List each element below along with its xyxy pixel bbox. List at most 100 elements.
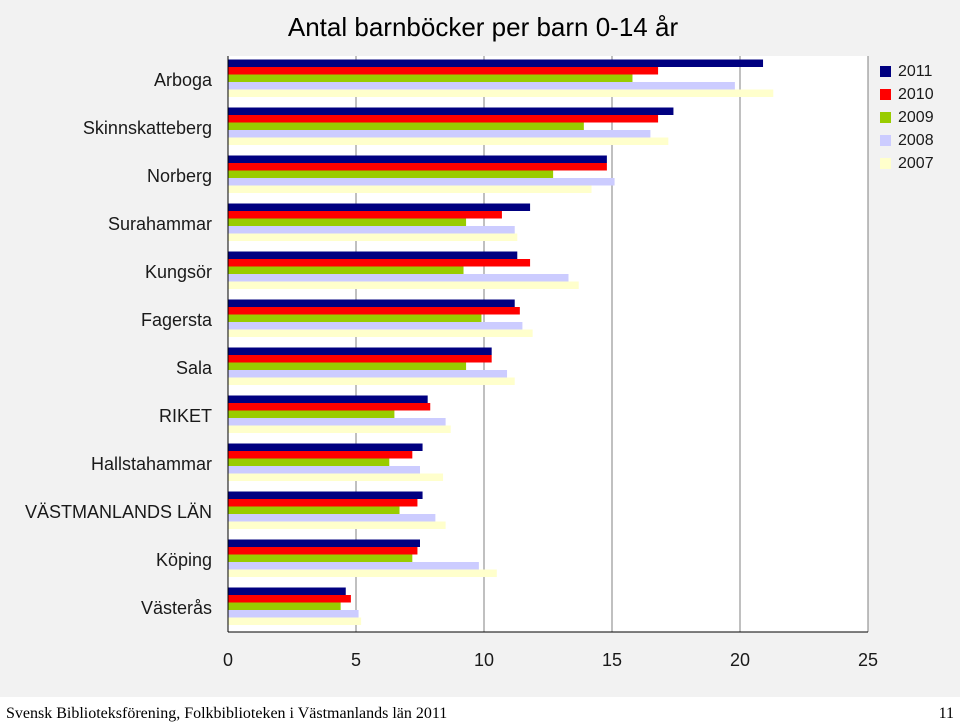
bar-2007-4: [228, 281, 579, 289]
bar-2010-6: [228, 355, 492, 363]
bar-2010-2: [228, 163, 607, 171]
bar-2007-1: [228, 137, 669, 145]
bar-2010-7: [228, 403, 431, 411]
bar-2011-1: [228, 107, 674, 115]
bar-2011-0: [228, 59, 764, 67]
chart-title: Antal barnböcker per barn 0-14 år: [287, 12, 679, 42]
bar-2007-5: [228, 329, 533, 337]
legend: 2011 2010 2009 2008 2007: [880, 60, 934, 175]
bar-2008-6: [228, 370, 508, 378]
bar-2008-9: [228, 514, 436, 522]
bar-2008-8: [228, 466, 420, 474]
bar-2008-1: [228, 130, 651, 138]
legend-item: 2011: [880, 60, 934, 83]
legend-swatch: [880, 89, 891, 100]
legend-swatch: [880, 66, 891, 77]
bar-2007-11: [228, 617, 362, 625]
bar-2007-6: [228, 377, 515, 385]
legend-item: 2009: [880, 106, 934, 129]
footer-text: Svensk Biblioteksförening, Folkbibliotek…: [6, 705, 448, 722]
bar-2009-8: [228, 458, 390, 466]
bar-2009-4: [228, 266, 464, 274]
legend-label: 2010: [898, 85, 934, 103]
bar-2010-5: [228, 307, 520, 315]
category-label: Kungsör: [145, 262, 212, 282]
bar-2007-2: [228, 185, 592, 193]
bar-2008-0: [228, 82, 735, 90]
bar-2008-11: [228, 610, 359, 618]
legend-item: 2007: [880, 152, 934, 175]
bar-2008-10: [228, 562, 479, 570]
legend-swatch: [880, 158, 891, 169]
bar-2009-3: [228, 218, 467, 226]
x-tick-label: 0: [223, 650, 233, 670]
bar-2007-0: [228, 89, 774, 97]
category-label: Västerås: [141, 598, 212, 618]
bar-2010-1: [228, 115, 659, 123]
category-label: RIKET: [159, 406, 212, 426]
category-label: VÄSTMANLANDS LÄN: [25, 502, 212, 522]
category-label: Sala: [176, 358, 213, 378]
legend-label: 2009: [898, 108, 934, 126]
bar-2011-6: [228, 347, 492, 355]
bar-2007-8: [228, 473, 444, 481]
category-label: Surahammar: [108, 214, 212, 234]
legend-label: 2008: [898, 131, 934, 149]
category-label: Fagersta: [141, 310, 213, 330]
category-label: Skinnskatteberg: [83, 118, 212, 138]
bar-2010-11: [228, 595, 351, 603]
category-label: Köping: [156, 550, 212, 570]
bar-2007-10: [228, 569, 497, 577]
bar-2010-3: [228, 211, 502, 219]
bar-2009-9: [228, 506, 400, 514]
x-tick-label: 20: [730, 650, 750, 670]
bar-2009-5: [228, 314, 482, 322]
x-tick-label: 25: [858, 650, 878, 670]
bar-2009-2: [228, 170, 554, 178]
bar-2008-2: [228, 178, 615, 186]
bar-2009-11: [228, 602, 341, 610]
bar-2011-9: [228, 491, 423, 499]
page-number: 11: [938, 705, 954, 722]
legend-item: 2008: [880, 129, 934, 152]
bar-2010-9: [228, 499, 418, 507]
footer: Svensk Biblioteksförening, Folkbibliotek…: [6, 703, 954, 725]
bar-2008-4: [228, 274, 569, 282]
category-label: Norberg: [147, 166, 212, 186]
bar-2011-5: [228, 299, 515, 307]
bar-2009-6: [228, 362, 467, 370]
bar-2009-10: [228, 554, 413, 562]
bar-2008-7: [228, 418, 446, 426]
bar-2010-4: [228, 259, 531, 267]
x-tick-label: 15: [602, 650, 622, 670]
category-label: Arboga: [154, 70, 213, 90]
bar-2009-0: [228, 74, 633, 82]
bar-2009-7: [228, 410, 395, 418]
bar-2011-7: [228, 395, 428, 403]
bar-2011-11: [228, 587, 346, 595]
bar-2011-8: [228, 443, 423, 451]
bar-2009-1: [228, 122, 584, 130]
bar-2008-3: [228, 226, 515, 234]
legend-label: 2007: [898, 154, 934, 172]
legend-swatch: [880, 135, 891, 146]
bar-2008-5: [228, 322, 523, 330]
bar-2007-9: [228, 521, 446, 529]
legend-swatch: [880, 112, 891, 123]
bar-2010-0: [228, 67, 659, 75]
x-tick-label: 5: [351, 650, 361, 670]
bar-chart: Arboga Skinnskatteberg Norberg Surahammar Ku…: [25, 56, 878, 670]
bar-2011-10: [228, 539, 420, 547]
x-tick-label: 10: [474, 650, 494, 670]
category-label: Hallstahammar: [91, 454, 212, 474]
plot-background: [228, 56, 868, 632]
bar-2007-7: [228, 425, 451, 433]
bar-2011-2: [228, 155, 607, 163]
bar-2007-3: [228, 233, 518, 241]
legend-item: 2010: [880, 83, 934, 106]
bar-2010-8: [228, 451, 413, 459]
bar-2011-4: [228, 251, 518, 259]
bar-2010-10: [228, 547, 418, 555]
legend-label: 2011: [898, 62, 933, 80]
bar-2011-3: [228, 203, 531, 211]
